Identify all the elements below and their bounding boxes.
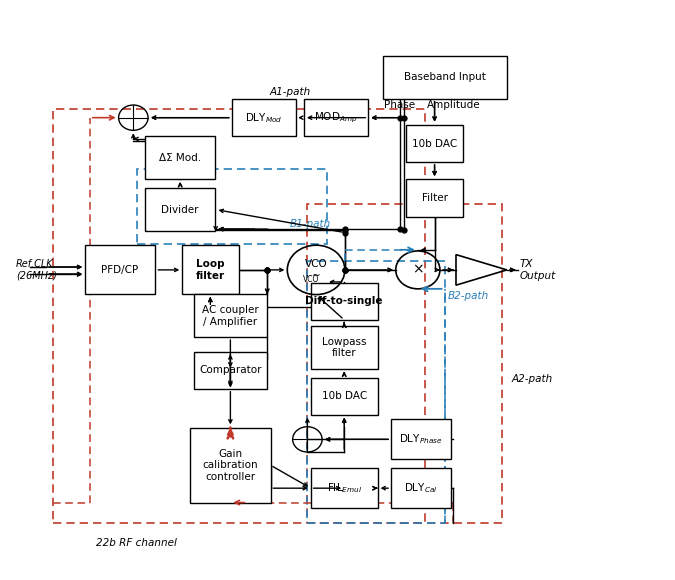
Bar — [383, 56, 506, 99]
Bar — [145, 136, 215, 179]
Bar — [406, 125, 463, 162]
Text: VCO: VCO — [302, 275, 319, 284]
Text: Phase: Phase — [384, 100, 415, 110]
Text: Filter: Filter — [422, 193, 448, 203]
Bar — [194, 294, 267, 338]
Bar — [194, 351, 267, 389]
Bar — [145, 188, 215, 231]
Text: Amplitude: Amplitude — [427, 100, 480, 110]
Text: 10b DAC: 10b DAC — [321, 392, 367, 401]
Text: VCO
~: VCO ~ — [304, 259, 327, 281]
Text: Gain
calibration
controller: Gain calibration controller — [202, 448, 259, 482]
Text: PFD/CP: PFD/CP — [101, 265, 138, 275]
Text: DLY$_{Cal}$: DLY$_{Cal}$ — [404, 481, 438, 495]
Text: AC coupler
/ Amplifier: AC coupler / Amplifier — [202, 305, 259, 327]
Text: ΔΣ Mod.: ΔΣ Mod. — [159, 153, 201, 163]
Text: A2-path: A2-path — [512, 374, 553, 384]
Text: 10b DAC: 10b DAC — [412, 139, 457, 148]
Text: TX
Output: TX Output — [520, 259, 556, 281]
Text: Ref.CLK
(26MHz): Ref.CLK (26MHz) — [16, 259, 57, 281]
Text: DLY$_{Mod}$: DLY$_{Mod}$ — [245, 111, 283, 125]
Bar — [310, 378, 378, 415]
Bar — [310, 283, 378, 320]
Text: MOD$_{Amp}$: MOD$_{Amp}$ — [315, 110, 358, 125]
Text: Loop
filter: Loop filter — [196, 259, 225, 281]
Bar — [232, 99, 296, 136]
Text: Baseband Input: Baseband Input — [404, 72, 485, 82]
Bar — [53, 109, 425, 523]
Text: A1-path: A1-path — [270, 87, 311, 97]
Text: DLY$_{Phase}$: DLY$_{Phase}$ — [400, 433, 443, 446]
Bar — [310, 326, 378, 369]
Text: B2-path: B2-path — [448, 291, 489, 301]
Bar — [136, 169, 327, 244]
Text: ×: × — [412, 263, 424, 277]
Text: Comparator: Comparator — [199, 365, 262, 375]
Text: Diff-to-single: Diff-to-single — [306, 296, 383, 306]
Text: B1-path: B1-path — [290, 219, 331, 229]
Text: 22b RF channel: 22b RF channel — [97, 538, 177, 548]
Text: Divider: Divider — [161, 205, 199, 215]
Bar — [307, 261, 445, 523]
Bar — [190, 428, 271, 502]
Bar — [310, 468, 378, 508]
Bar — [391, 468, 452, 508]
Bar — [85, 245, 155, 294]
Bar — [307, 204, 502, 523]
Text: FIL$_{Emul}$: FIL$_{Emul}$ — [327, 481, 362, 495]
Bar — [304, 99, 368, 136]
Bar — [391, 419, 452, 459]
Text: Lowpass
filter: Lowpass filter — [322, 336, 367, 358]
Bar — [182, 245, 239, 294]
Bar — [406, 179, 463, 217]
